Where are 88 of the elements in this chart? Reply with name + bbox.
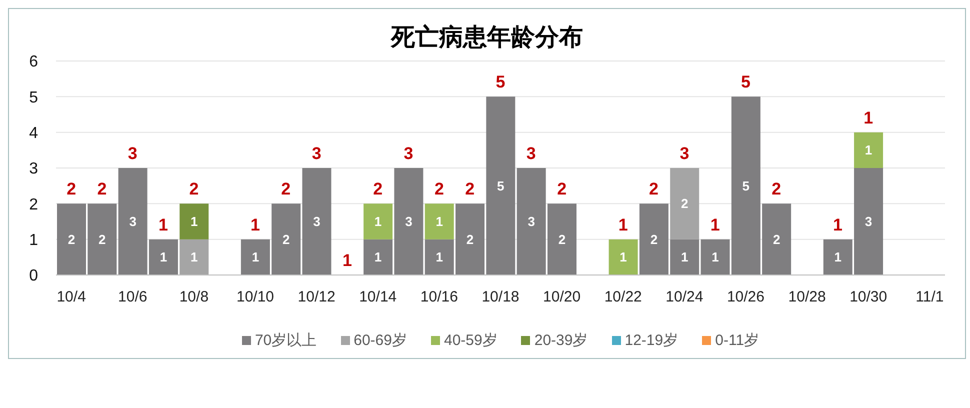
total-label: 2 bbox=[465, 180, 475, 199]
data-label: 2 bbox=[650, 232, 658, 247]
data-label: 2 bbox=[558, 232, 566, 247]
x-tick-label: 10/4 bbox=[56, 288, 86, 306]
chart-title: 死亡病患年龄分布 bbox=[390, 23, 584, 53]
data-label: 3 bbox=[129, 214, 136, 230]
data-label: 2 bbox=[772, 232, 780, 247]
data-label: 1 bbox=[160, 250, 168, 265]
legend-label: 0-11岁 bbox=[715, 331, 760, 350]
bar bbox=[608, 239, 638, 275]
x-tick-label: 10/26 bbox=[726, 288, 765, 306]
total-label: 1 bbox=[250, 215, 260, 234]
data-label: 3 bbox=[313, 214, 320, 230]
data-label: 2 bbox=[98, 232, 106, 247]
data-label: 3 bbox=[405, 214, 412, 230]
total-label: 5 bbox=[496, 72, 506, 92]
data-label: 2 bbox=[282, 232, 290, 247]
total-label: 2 bbox=[373, 180, 383, 199]
total-label: 1 bbox=[864, 108, 874, 128]
x-tick-label: 10/30 bbox=[850, 288, 888, 306]
total-label: 2 bbox=[649, 180, 659, 199]
x-tick-label: 11/1 bbox=[916, 288, 944, 306]
bar bbox=[364, 204, 393, 240]
data-label: 1 bbox=[864, 142, 872, 158]
y-tick-label: 4 bbox=[29, 125, 38, 142]
data-label: 1 bbox=[252, 250, 260, 265]
x-tick-label: 10/18 bbox=[482, 288, 520, 306]
data-label: 1 bbox=[620, 250, 627, 265]
legend-label: 60-69岁 bbox=[354, 331, 407, 350]
x-tick-label: 10/6 bbox=[118, 288, 148, 306]
bar bbox=[424, 204, 454, 240]
total-label: 3 bbox=[404, 144, 414, 163]
data-label: 2 bbox=[466, 232, 474, 247]
x-tick-label: 10/12 bbox=[298, 288, 336, 306]
total-label: 2 bbox=[66, 180, 76, 199]
bar bbox=[180, 239, 209, 275]
total-label: 2 bbox=[97, 180, 107, 199]
legend-label: 20-39岁 bbox=[534, 331, 588, 350]
legend-label: 40-59岁 bbox=[444, 331, 498, 350]
data-label: 1 bbox=[436, 250, 443, 265]
data-label: 1 bbox=[712, 250, 719, 265]
data-label: 1 bbox=[190, 214, 198, 230]
data-label: 3 bbox=[864, 214, 872, 230]
data-label: 5 bbox=[742, 178, 750, 194]
data-label: 2 bbox=[68, 232, 76, 247]
data-label: 1 bbox=[374, 250, 382, 265]
bar bbox=[180, 204, 209, 240]
x-tick-label: 10/16 bbox=[420, 288, 458, 306]
total-label: 1 bbox=[618, 215, 628, 234]
x-tick-label: 10/22 bbox=[604, 288, 642, 306]
data-label: 1 bbox=[834, 250, 842, 265]
y-tick-label: 6 bbox=[29, 54, 38, 71]
data-label: 1 bbox=[374, 214, 382, 230]
y-tick-label: 1 bbox=[29, 232, 38, 250]
text: 1 bbox=[342, 251, 352, 270]
x-tick-label: 10/14 bbox=[359, 288, 397, 306]
total-label: 2 bbox=[189, 180, 199, 199]
total-label: 2 bbox=[434, 180, 444, 199]
y-tick-label: 5 bbox=[29, 89, 38, 106]
total-label: 3 bbox=[680, 144, 690, 163]
data-label: 1 bbox=[436, 214, 443, 230]
legend-label: 12-19岁 bbox=[624, 331, 678, 350]
bar bbox=[854, 132, 884, 168]
total-label: 1 bbox=[832, 215, 842, 234]
data-label: 5 bbox=[497, 178, 504, 194]
x-tick-label: 10/10 bbox=[236, 288, 274, 306]
total-label: 2 bbox=[281, 180, 291, 199]
data-label: 3 bbox=[528, 214, 535, 230]
y-tick-label: 2 bbox=[29, 196, 38, 214]
total-label: 5 bbox=[741, 72, 750, 92]
x-tick-label: 10/28 bbox=[788, 288, 826, 306]
total-label: 3 bbox=[312, 144, 322, 163]
total-label: 2 bbox=[772, 180, 782, 199]
data-label: 2 bbox=[680, 196, 688, 212]
legend-label: 70岁以上 bbox=[254, 331, 317, 350]
y-tick-label: 3 bbox=[29, 160, 38, 178]
total-label: 3 bbox=[128, 144, 138, 163]
data-label: 1 bbox=[190, 250, 198, 265]
total-label: 2 bbox=[557, 180, 567, 199]
y-tick-label: 0 bbox=[29, 268, 38, 285]
bar bbox=[670, 168, 700, 240]
x-tick-label: 10/24 bbox=[666, 288, 704, 306]
total-label: 3 bbox=[526, 144, 536, 163]
total-label: 1 bbox=[158, 215, 168, 234]
x-tick-label: 10/8 bbox=[179, 288, 209, 306]
x-tick-label: 10/20 bbox=[543, 288, 581, 306]
data-label: 1 bbox=[680, 250, 688, 265]
total-label: 1 bbox=[710, 215, 720, 234]
